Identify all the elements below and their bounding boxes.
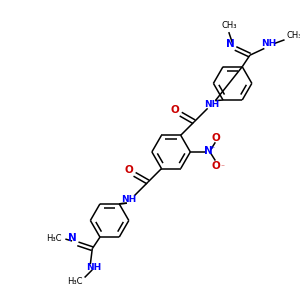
Text: CH₃: CH₃ [286, 32, 300, 40]
Text: +: + [210, 145, 215, 150]
Text: O: O [171, 105, 179, 115]
Text: O: O [212, 133, 221, 142]
Text: NH: NH [262, 39, 277, 48]
Text: CH₃: CH₃ [221, 21, 236, 30]
Text: N: N [68, 233, 76, 243]
Text: NH: NH [87, 263, 102, 272]
Text: ⁻: ⁻ [220, 162, 224, 171]
Text: N: N [204, 146, 213, 156]
Text: O: O [212, 161, 221, 171]
Text: H₃C: H₃C [67, 277, 83, 286]
Text: NH: NH [121, 195, 136, 204]
Text: NH: NH [204, 100, 219, 109]
Text: H₃C: H₃C [46, 234, 62, 243]
Text: N: N [226, 39, 235, 49]
Text: O: O [124, 166, 133, 176]
